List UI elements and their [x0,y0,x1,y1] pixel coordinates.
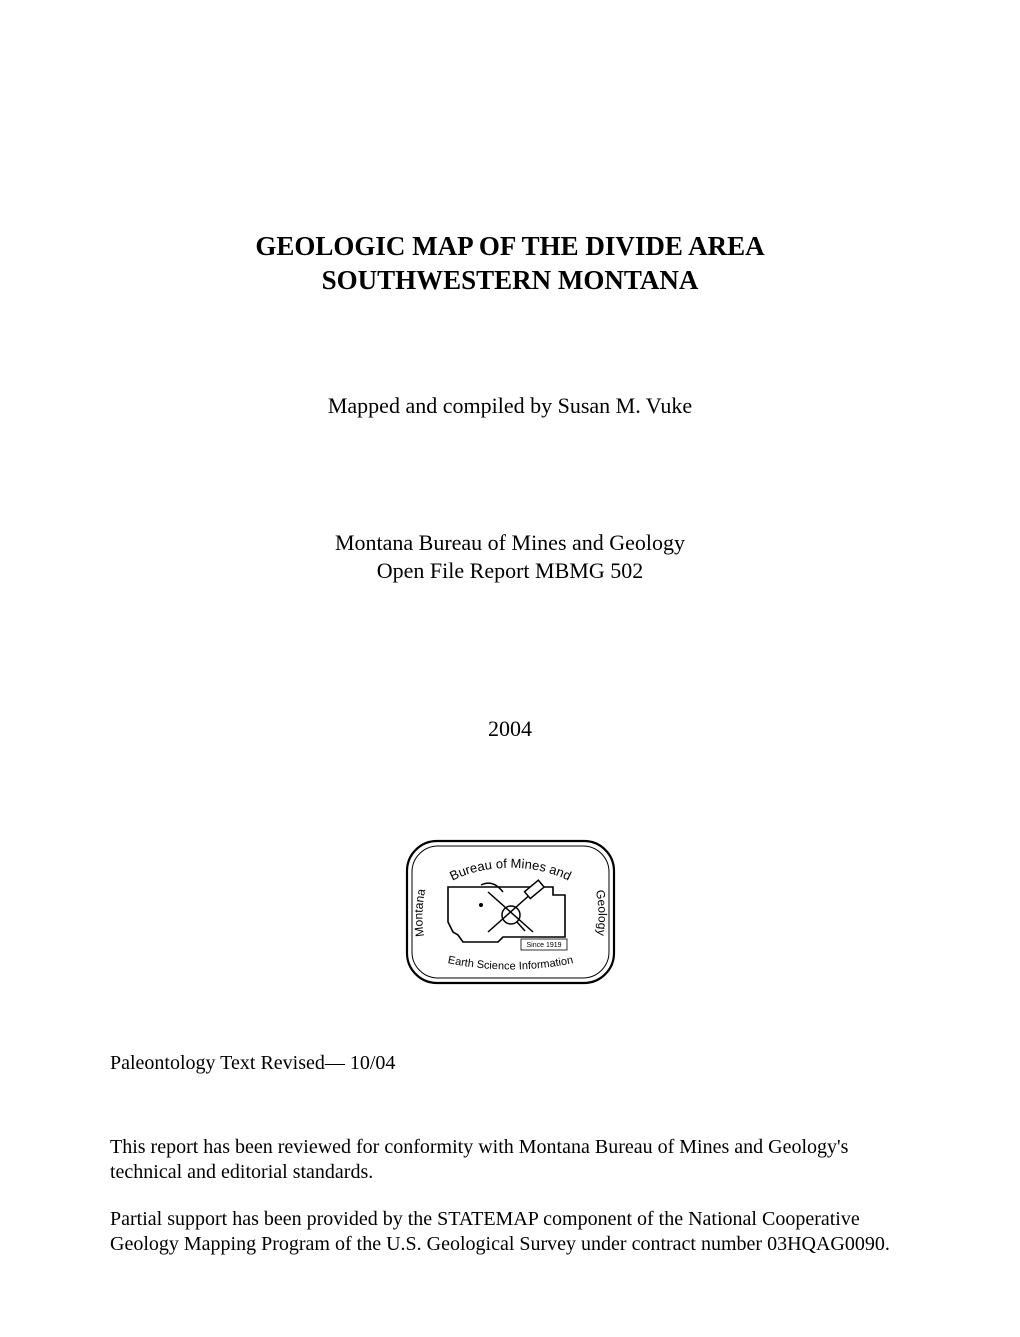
state-outline-icon [448,887,565,942]
logo-right-text: Geology [592,888,609,936]
pick-hammer-icon [481,880,544,932]
funding-statement: Partial support has been provided by the… [110,1207,910,1257]
since-text: Since 1919 [526,942,561,949]
title-line-2: SOUTHWESTERN MONTANA [110,264,910,298]
logo-container: Bureau of Mines and Montana Geology Eart… [110,837,910,992]
org-line-2: Open File Report MBMG 502 [110,557,910,586]
author-line: Mapped and compiled by Susan M. Vuke [110,393,910,419]
page-container: GEOLOGIC MAP OF THE DIVIDE AREA SOUTHWES… [0,0,1020,1337]
location-dot-icon [479,903,483,907]
logo-left-text: Montana [411,887,428,937]
mbmg-logo: Bureau of Mines and Montana Geology Eart… [403,837,618,987]
logo-top-arc-text: Bureau of Mines and [447,855,574,883]
year: 2004 [110,716,910,742]
org-line-1: Montana Bureau of Mines and Geology [110,529,910,558]
logo-bottom-text: Earth Science Information [446,954,573,972]
revision-note: Paleontology Text Revised— 10/04 [110,1052,910,1075]
organization-block: Montana Bureau of Mines and Geology Open… [110,529,910,586]
document-title: GEOLOGIC MAP OF THE DIVIDE AREA SOUTHWES… [110,230,910,298]
review-statement: This report has been reviewed for confor… [110,1135,910,1185]
title-line-1: GEOLOGIC MAP OF THE DIVIDE AREA [110,230,910,264]
